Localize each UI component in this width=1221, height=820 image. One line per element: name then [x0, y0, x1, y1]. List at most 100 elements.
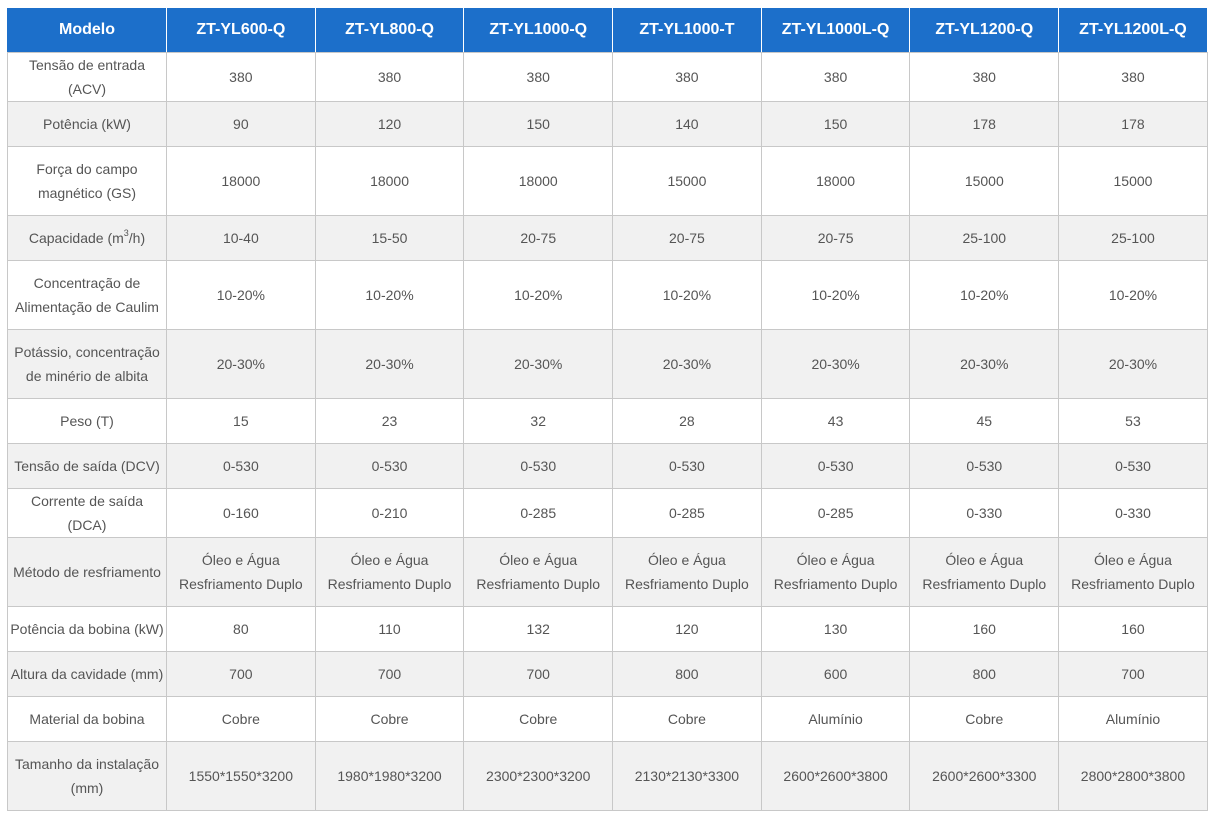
- table-cell: 600: [760, 651, 911, 697]
- row-label: Força do campo magnético (GS): [7, 146, 167, 216]
- table-cell: 150: [463, 101, 614, 147]
- table-cell: 0-160: [166, 488, 316, 538]
- table-cell: 0-530: [909, 443, 1060, 489]
- table-cell: 20-75: [612, 215, 762, 261]
- table-cell: 140: [612, 101, 762, 147]
- table-cell: 0-285: [760, 488, 911, 538]
- spec-table-container: Modelo ZT-YL600-Q ZT-YL800-Q ZT-YL1000-Q…: [7, 7, 1208, 811]
- table-cell: 0-210: [314, 488, 465, 538]
- table-row: Altura da cavidade (mm) 700 700 700 800 …: [7, 651, 1208, 697]
- table-cell: 18000: [314, 146, 465, 216]
- header-cell-model: ZT-YL1000-T: [612, 7, 762, 53]
- row-label: Tensão de saída (DCV): [7, 443, 167, 489]
- table-cell: 800: [612, 651, 762, 697]
- table-cell: 15000: [612, 146, 762, 216]
- table-cell: 2130*2130*3300: [612, 741, 762, 811]
- table-cell: 800: [909, 651, 1060, 697]
- table-cell: 20-30%: [612, 329, 762, 399]
- table-cell: Cobre: [612, 696, 762, 742]
- table-row: Peso (T) 15 23 32 28 43 45 53: [7, 398, 1208, 444]
- header-cell-model: ZT-YL1200L-Q: [1058, 7, 1208, 53]
- table-cell: 0-530: [463, 443, 614, 489]
- table-cell: 160: [1058, 606, 1208, 652]
- table-row: Tensão de entrada (ACV) 380 380 380 380 …: [7, 52, 1208, 102]
- header-row: Modelo ZT-YL600-Q ZT-YL800-Q ZT-YL1000-Q…: [7, 7, 1208, 53]
- table-cell: 32: [463, 398, 614, 444]
- row-label: Potássio, concentração de minério de alb…: [7, 329, 167, 399]
- table-row: Material da bobina Cobre Cobre Cobre Cob…: [7, 696, 1208, 742]
- table-cell: 0-530: [1058, 443, 1208, 489]
- table-row: Corrente de saída (DCA) 0-160 0-210 0-28…: [7, 488, 1208, 538]
- table-cell: 0-530: [166, 443, 316, 489]
- table-cell: 178: [1058, 101, 1208, 147]
- spec-table: Modelo ZT-YL600-Q ZT-YL800-Q ZT-YL1000-Q…: [7, 7, 1208, 811]
- table-row: Tensão de saída (DCV) 0-530 0-530 0-530 …: [7, 443, 1208, 489]
- table-cell: 15000: [909, 146, 1060, 216]
- row-label: Potência (kW): [7, 101, 167, 147]
- table-row: Método de resfriamento Óleo e Água Resfr…: [7, 537, 1208, 607]
- table-cell: 178: [909, 101, 1060, 147]
- table-cell: 18000: [166, 146, 316, 216]
- table-cell: Óleo e Água Resfriamento Duplo: [612, 537, 762, 607]
- table-cell: 160: [909, 606, 1060, 652]
- table-cell: 700: [1058, 651, 1208, 697]
- table-cell: Alumínio: [1058, 696, 1208, 742]
- table-cell: 0-330: [1058, 488, 1208, 538]
- table-cell: 380: [166, 52, 316, 102]
- table-cell: Alumínio: [760, 696, 911, 742]
- row-label: Método de resfriamento: [7, 537, 167, 607]
- table-cell: 2600*2600*3300: [909, 741, 1060, 811]
- table-cell: 18000: [760, 146, 911, 216]
- table-cell: 380: [760, 52, 911, 102]
- table-cell: 28: [612, 398, 762, 444]
- table-cell: 23: [314, 398, 465, 444]
- table-cell: 380: [314, 52, 465, 102]
- row-label: Concentração de Alimentação de Caulim: [7, 260, 167, 330]
- table-cell: 700: [463, 651, 614, 697]
- table-cell: 90: [166, 101, 316, 147]
- table-cell: 380: [909, 52, 1060, 102]
- table-cell: 20-30%: [314, 329, 465, 399]
- table-cell: 10-20%: [1058, 260, 1208, 330]
- table-cell: 0-530: [314, 443, 465, 489]
- table-row: Potência (kW) 90 120 150 140 150 178 178: [7, 101, 1208, 147]
- table-cell: 1550*1550*3200: [166, 741, 316, 811]
- table-cell: 20-75: [760, 215, 911, 261]
- table-row: Tamanho da instalação (mm) 1550*1550*320…: [7, 741, 1208, 811]
- table-cell: 10-20%: [909, 260, 1060, 330]
- header-cell-model: ZT-YL1200-Q: [909, 7, 1060, 53]
- table-cell: 20-30%: [166, 329, 316, 399]
- table-cell: 10-20%: [314, 260, 465, 330]
- table-cell: 130: [760, 606, 911, 652]
- table-cell: 120: [612, 606, 762, 652]
- table-cell: 10-20%: [166, 260, 316, 330]
- header-cell-model: ZT-YL1000L-Q: [760, 7, 911, 53]
- table-cell: Cobre: [909, 696, 1060, 742]
- table-row: Potássio, concentração de minério de alb…: [7, 329, 1208, 399]
- row-label: Tensão de entrada (ACV): [7, 52, 167, 102]
- row-label: Peso (T): [7, 398, 167, 444]
- table-cell: 15: [166, 398, 316, 444]
- table-cell: 150: [760, 101, 911, 147]
- table-cell: 10-20%: [760, 260, 911, 330]
- table-cell: 0-285: [612, 488, 762, 538]
- table-row: Força do campo magnético (GS) 18000 1800…: [7, 146, 1208, 216]
- table-row: Capacidade (m3/h) 10-40 15-50 20-75 20-7…: [7, 215, 1208, 261]
- header-cell-modelo: Modelo: [7, 7, 167, 53]
- table-cell: 2800*2800*3800: [1058, 741, 1208, 811]
- row-label: Material da bobina: [7, 696, 167, 742]
- table-cell: 2600*2600*3800: [760, 741, 911, 811]
- table-cell: 2300*2300*3200: [463, 741, 614, 811]
- table-cell: Cobre: [166, 696, 316, 742]
- table-cell: 120: [314, 101, 465, 147]
- table-cell: 380: [1058, 52, 1208, 102]
- table-cell: 20-30%: [463, 329, 614, 399]
- table-cell: 10-20%: [463, 260, 614, 330]
- table-cell: Cobre: [463, 696, 614, 742]
- table-cell: 380: [463, 52, 614, 102]
- table-cell: 110: [314, 606, 465, 652]
- table-cell: 1980*1980*3200: [314, 741, 465, 811]
- table-cell: 20-30%: [909, 329, 1060, 399]
- row-label-prefix: Capacidade (m: [28, 230, 124, 246]
- table-cell: Óleo e Água Resfriamento Duplo: [463, 537, 614, 607]
